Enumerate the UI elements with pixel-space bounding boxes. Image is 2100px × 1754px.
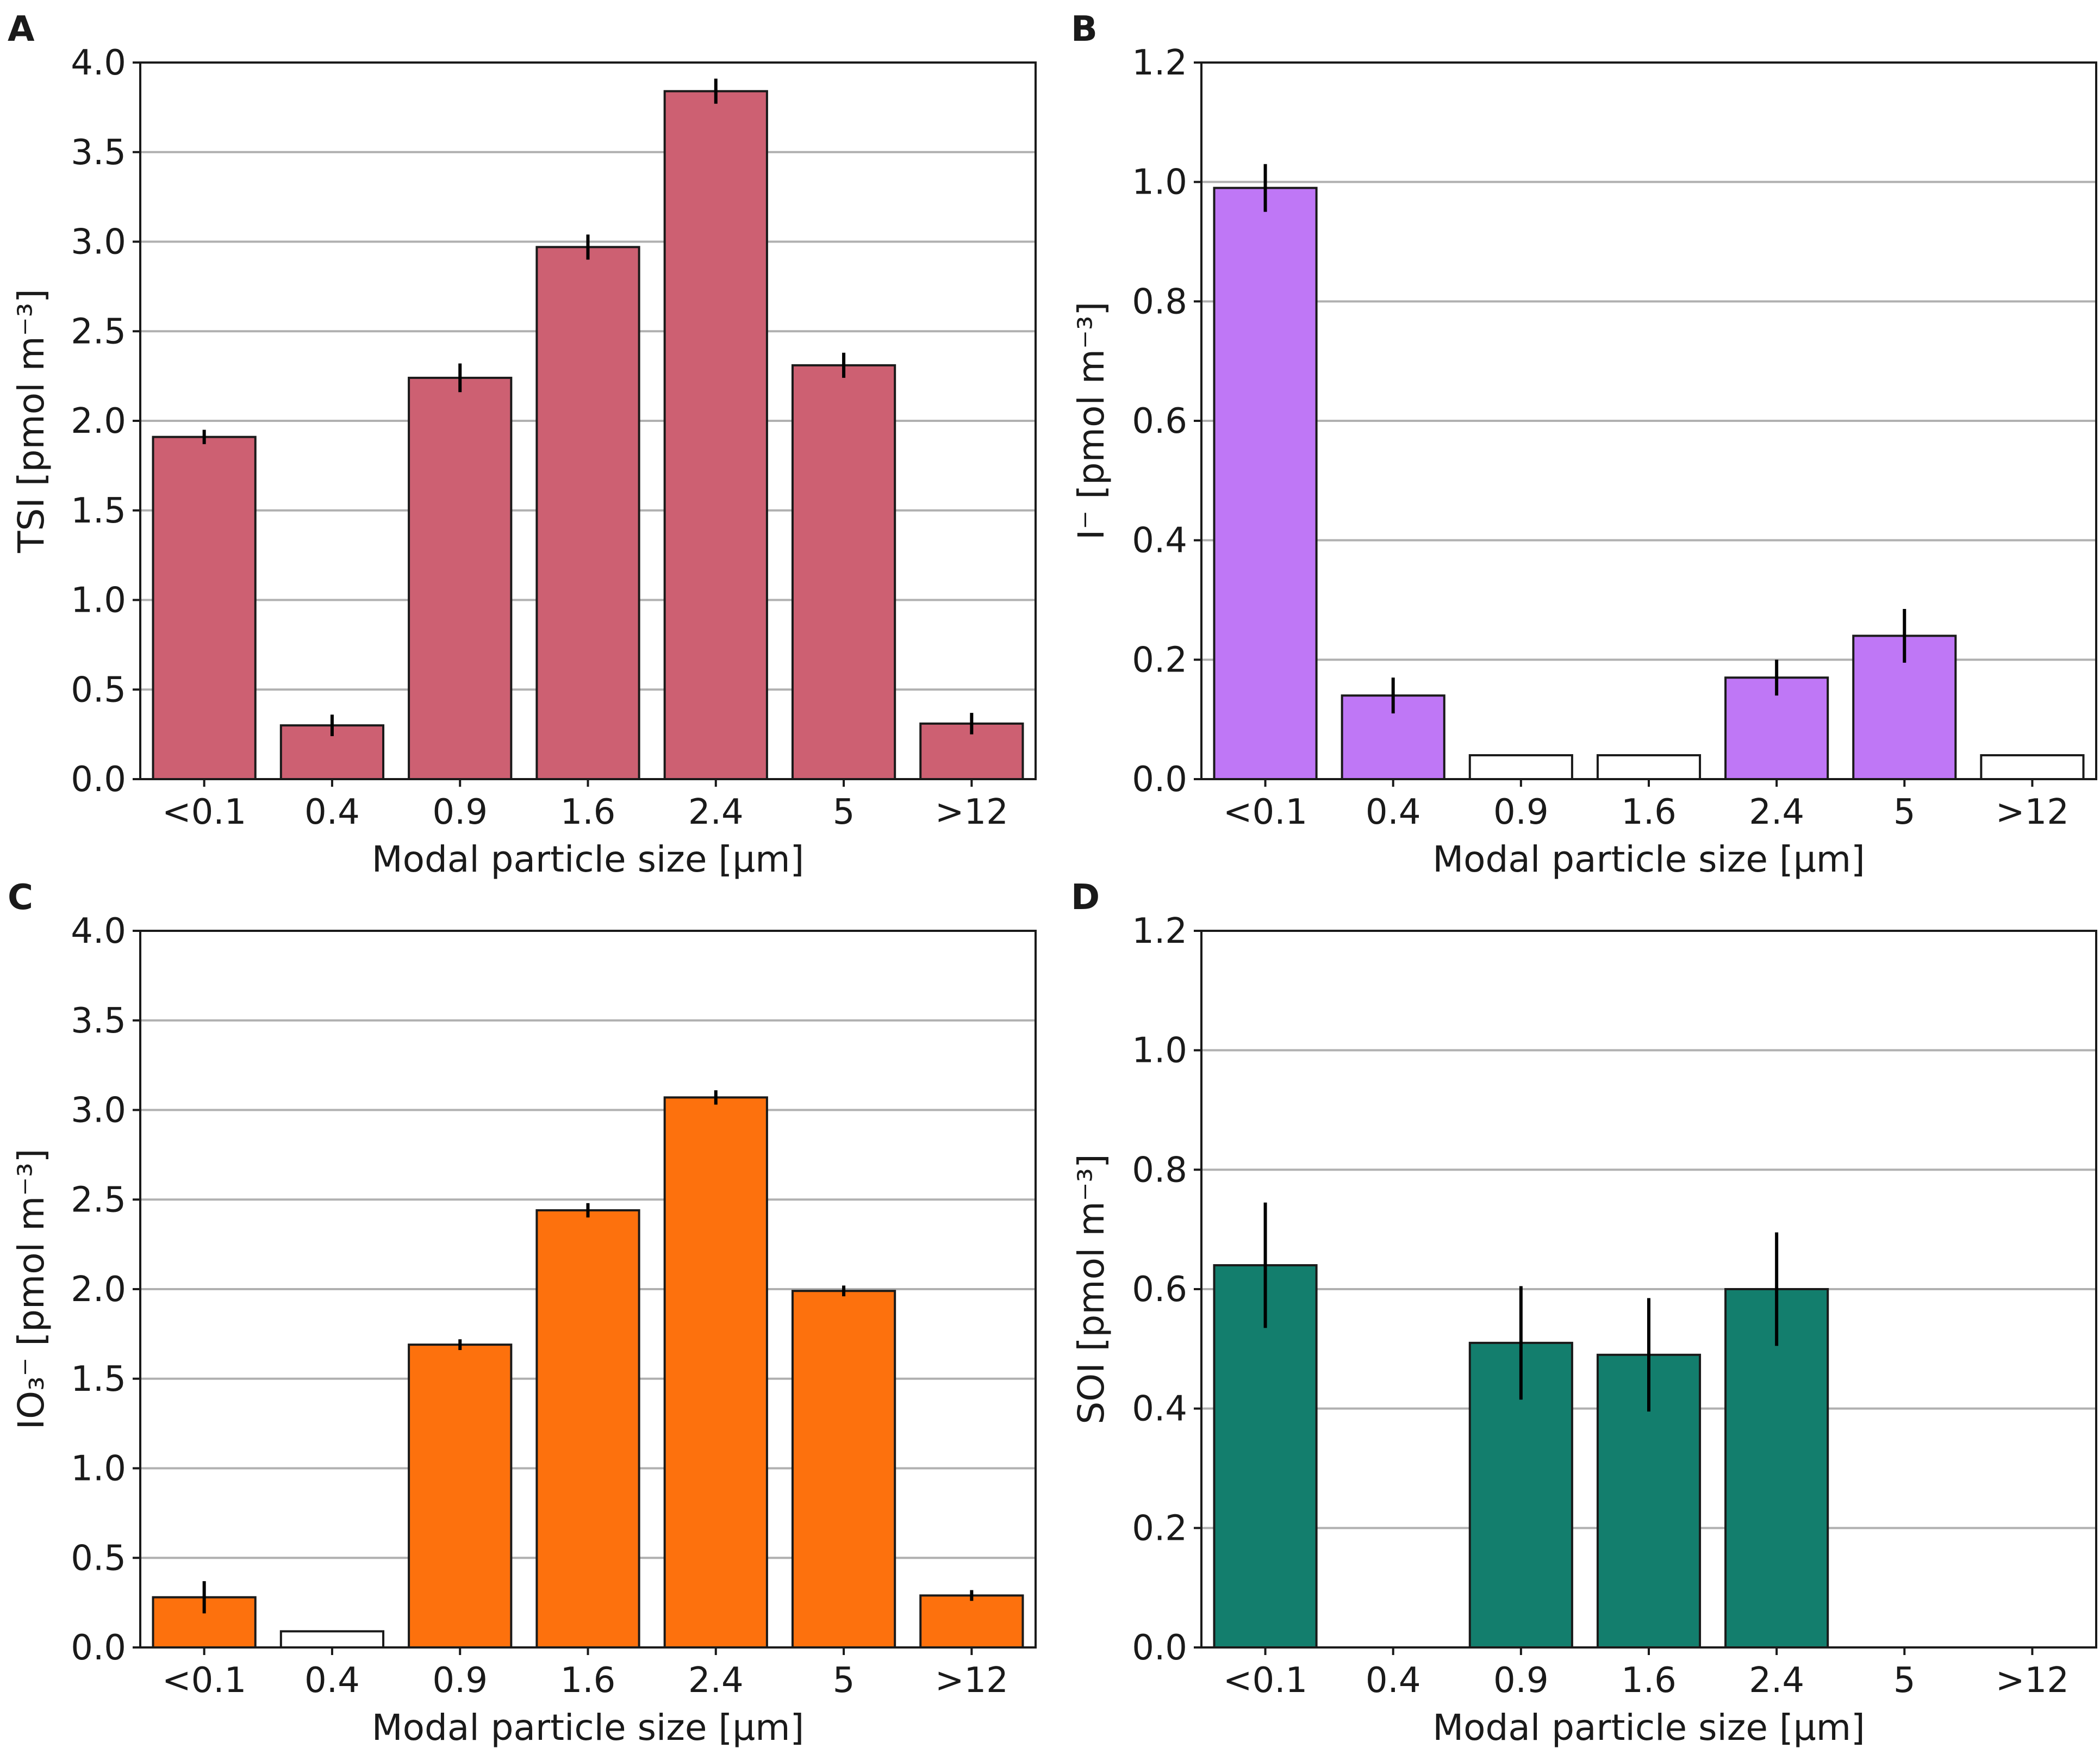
y-tick-label: 0.5 <box>71 670 126 710</box>
bar-b-1 <box>1341 694 1445 780</box>
x-tick-label: 0.4 <box>1366 1660 1421 1701</box>
bar-b-2 <box>1468 754 1573 780</box>
y-tick-label: 1.2 <box>1132 43 1187 83</box>
y-tick-label: 1.5 <box>71 1359 126 1400</box>
x-tick-label: 2.4 <box>1749 792 1804 832</box>
plot-frame <box>139 61 1037 780</box>
bar-a-5 <box>791 364 896 780</box>
x-tick-label: 1.6 <box>1621 1660 1677 1701</box>
y-tick-label: 1.2 <box>1132 911 1187 951</box>
plot-frame <box>1200 930 2097 1649</box>
bar-c-4 <box>663 1096 768 1649</box>
x-tick-label: 0.9 <box>1493 792 1549 832</box>
bar-d-0 <box>1213 1264 1318 1649</box>
panel-d: D 0.0 0.2 0.4 0.6 0.8 1.0 1.2 <0.1 0.4 0.9 1.6 2.4 5 >… <box>1070 878 2097 1749</box>
y-tick-label: 0.0 <box>71 1628 126 1668</box>
x-tick-label: 0.9 <box>1493 1660 1549 1701</box>
y-tick-label: 0.8 <box>1132 1150 1187 1190</box>
y-axis-label: I⁻ [pmol m⁻³] <box>1070 302 1112 540</box>
y-tick-label: 0.0 <box>1132 760 1187 800</box>
y-axis-label: IO₃⁻ [pmol m⁻³] <box>10 1149 52 1430</box>
bar-a-0 <box>152 436 257 780</box>
x-tick-label: >12 <box>1996 792 2069 832</box>
x-tick-label: <0.1 <box>162 1660 246 1701</box>
x-tick-label: 2.4 <box>688 1660 744 1701</box>
x-tick-label: 0.4 <box>1366 792 1421 832</box>
y-tick-label: 3.5 <box>71 133 126 173</box>
y-tick-label: 0.8 <box>1132 282 1187 322</box>
panel-b: B 0.0 0.2 0.4 0.6 0.8 1.0 1.2 <0.1 0.4 0.9 1.6 2.4 5 >… <box>1070 9 2097 880</box>
y-tick-label: 4.0 <box>71 911 126 951</box>
x-tick-label: 2.4 <box>688 792 744 832</box>
x-tick-label: >12 <box>1996 1660 2069 1701</box>
x-tick-label: 2.4 <box>1749 1660 1804 1701</box>
x-tick-label: 5 <box>833 792 855 832</box>
plot-frame <box>139 930 1037 1649</box>
x-tick-label: 0.9 <box>432 792 488 832</box>
x-tick-label: <0.1 <box>1223 1660 1307 1701</box>
x-tick-label: 5 <box>833 1660 855 1701</box>
panel-c: C 0.0 0.5 1.0 1.5 2.0 2.5 3.0 3.5 4.0 <0.1 0.4 0.9 1.… <box>8 878 1037 1749</box>
x-tick-label: >12 <box>935 1660 1008 1701</box>
bar-a-4 <box>663 90 768 781</box>
bar-c-1 <box>279 1630 385 1649</box>
x-tick-label: 5 <box>1893 1660 1916 1701</box>
panel-a: A 0.0 0.5 1.0 1.5 2.0 2.5 3.0 3.5 4.0 <0.1 0.4 0.9 1.… <box>8 9 1037 880</box>
x-tick-label: <0.1 <box>162 792 246 832</box>
y-tick-label: 0.4 <box>1132 1389 1187 1429</box>
y-tick-label: 0.4 <box>1132 521 1187 561</box>
y-tick-label: 2.0 <box>71 1270 126 1310</box>
x-axis-label: Modal particle size [μm] <box>1432 838 1865 880</box>
bar-a-3 <box>535 246 640 780</box>
y-tick-label: 1.0 <box>71 1449 126 1489</box>
x-tick-label: 5 <box>1893 792 1916 832</box>
y-tick-label: 2.0 <box>71 401 126 441</box>
y-tick-label: 4.0 <box>71 43 126 83</box>
y-tick-label: 2.5 <box>71 312 126 352</box>
y-tick-label: 0.6 <box>1132 401 1187 441</box>
y-tick-label: 3.0 <box>71 222 126 263</box>
x-tick-label: >12 <box>935 792 1008 832</box>
y-tick-label: 0.5 <box>71 1538 126 1578</box>
x-axis-label: Modal particle size [μm] <box>372 1707 805 1749</box>
y-tick-label: 2.5 <box>71 1180 126 1220</box>
x-tick-label: <0.1 <box>1223 792 1307 832</box>
bar-c-3 <box>535 1209 640 1649</box>
bar-c-2 <box>408 1344 513 1649</box>
x-tick-label: 1.6 <box>1621 792 1677 832</box>
x-tick-label: 0.4 <box>304 1660 360 1701</box>
bar-b-0 <box>1213 186 1318 780</box>
panel-letter: A <box>8 9 35 49</box>
y-tick-label: 1.0 <box>1132 163 1187 203</box>
bar-c-5 <box>791 1290 896 1649</box>
bar-a-2 <box>408 376 513 780</box>
plot-frame <box>1200 61 2097 780</box>
y-tick-label: 0.2 <box>1132 640 1187 680</box>
y-tick-label: 1.0 <box>71 581 126 621</box>
y-tick-label: 0.2 <box>1132 1508 1187 1548</box>
x-tick-label: 0.9 <box>432 1660 488 1701</box>
x-axis-label: Modal particle size [μm] <box>372 838 805 880</box>
x-tick-label: 0.4 <box>304 792 360 832</box>
y-tick-label: 0.6 <box>1132 1270 1187 1310</box>
bar-c-6 <box>919 1594 1024 1649</box>
bar-b-3 <box>1596 754 1702 780</box>
panel-letter: C <box>8 878 33 918</box>
y-tick-label: 1.5 <box>71 491 126 531</box>
y-tick-label: 3.5 <box>71 1001 126 1041</box>
y-axis-label: SOI [pmol m⁻³] <box>1070 1154 1112 1424</box>
y-tick-label: 0.0 <box>1132 1628 1187 1668</box>
y-tick-label: 3.0 <box>71 1091 126 1131</box>
bar-b-6 <box>1980 754 2085 780</box>
panel-letter: D <box>1071 878 1100 918</box>
x-tick-label: 1.6 <box>560 1660 616 1701</box>
y-tick-label: 0.0 <box>71 760 126 800</box>
x-tick-label: 1.6 <box>560 792 616 832</box>
panel-letter: B <box>1071 9 1098 49</box>
y-axis-label: TSI [pmol m⁻³] <box>10 289 52 553</box>
y-tick-label: 1.0 <box>1132 1031 1187 1071</box>
x-axis-label: Modal particle size [μm] <box>1432 1707 1865 1749</box>
